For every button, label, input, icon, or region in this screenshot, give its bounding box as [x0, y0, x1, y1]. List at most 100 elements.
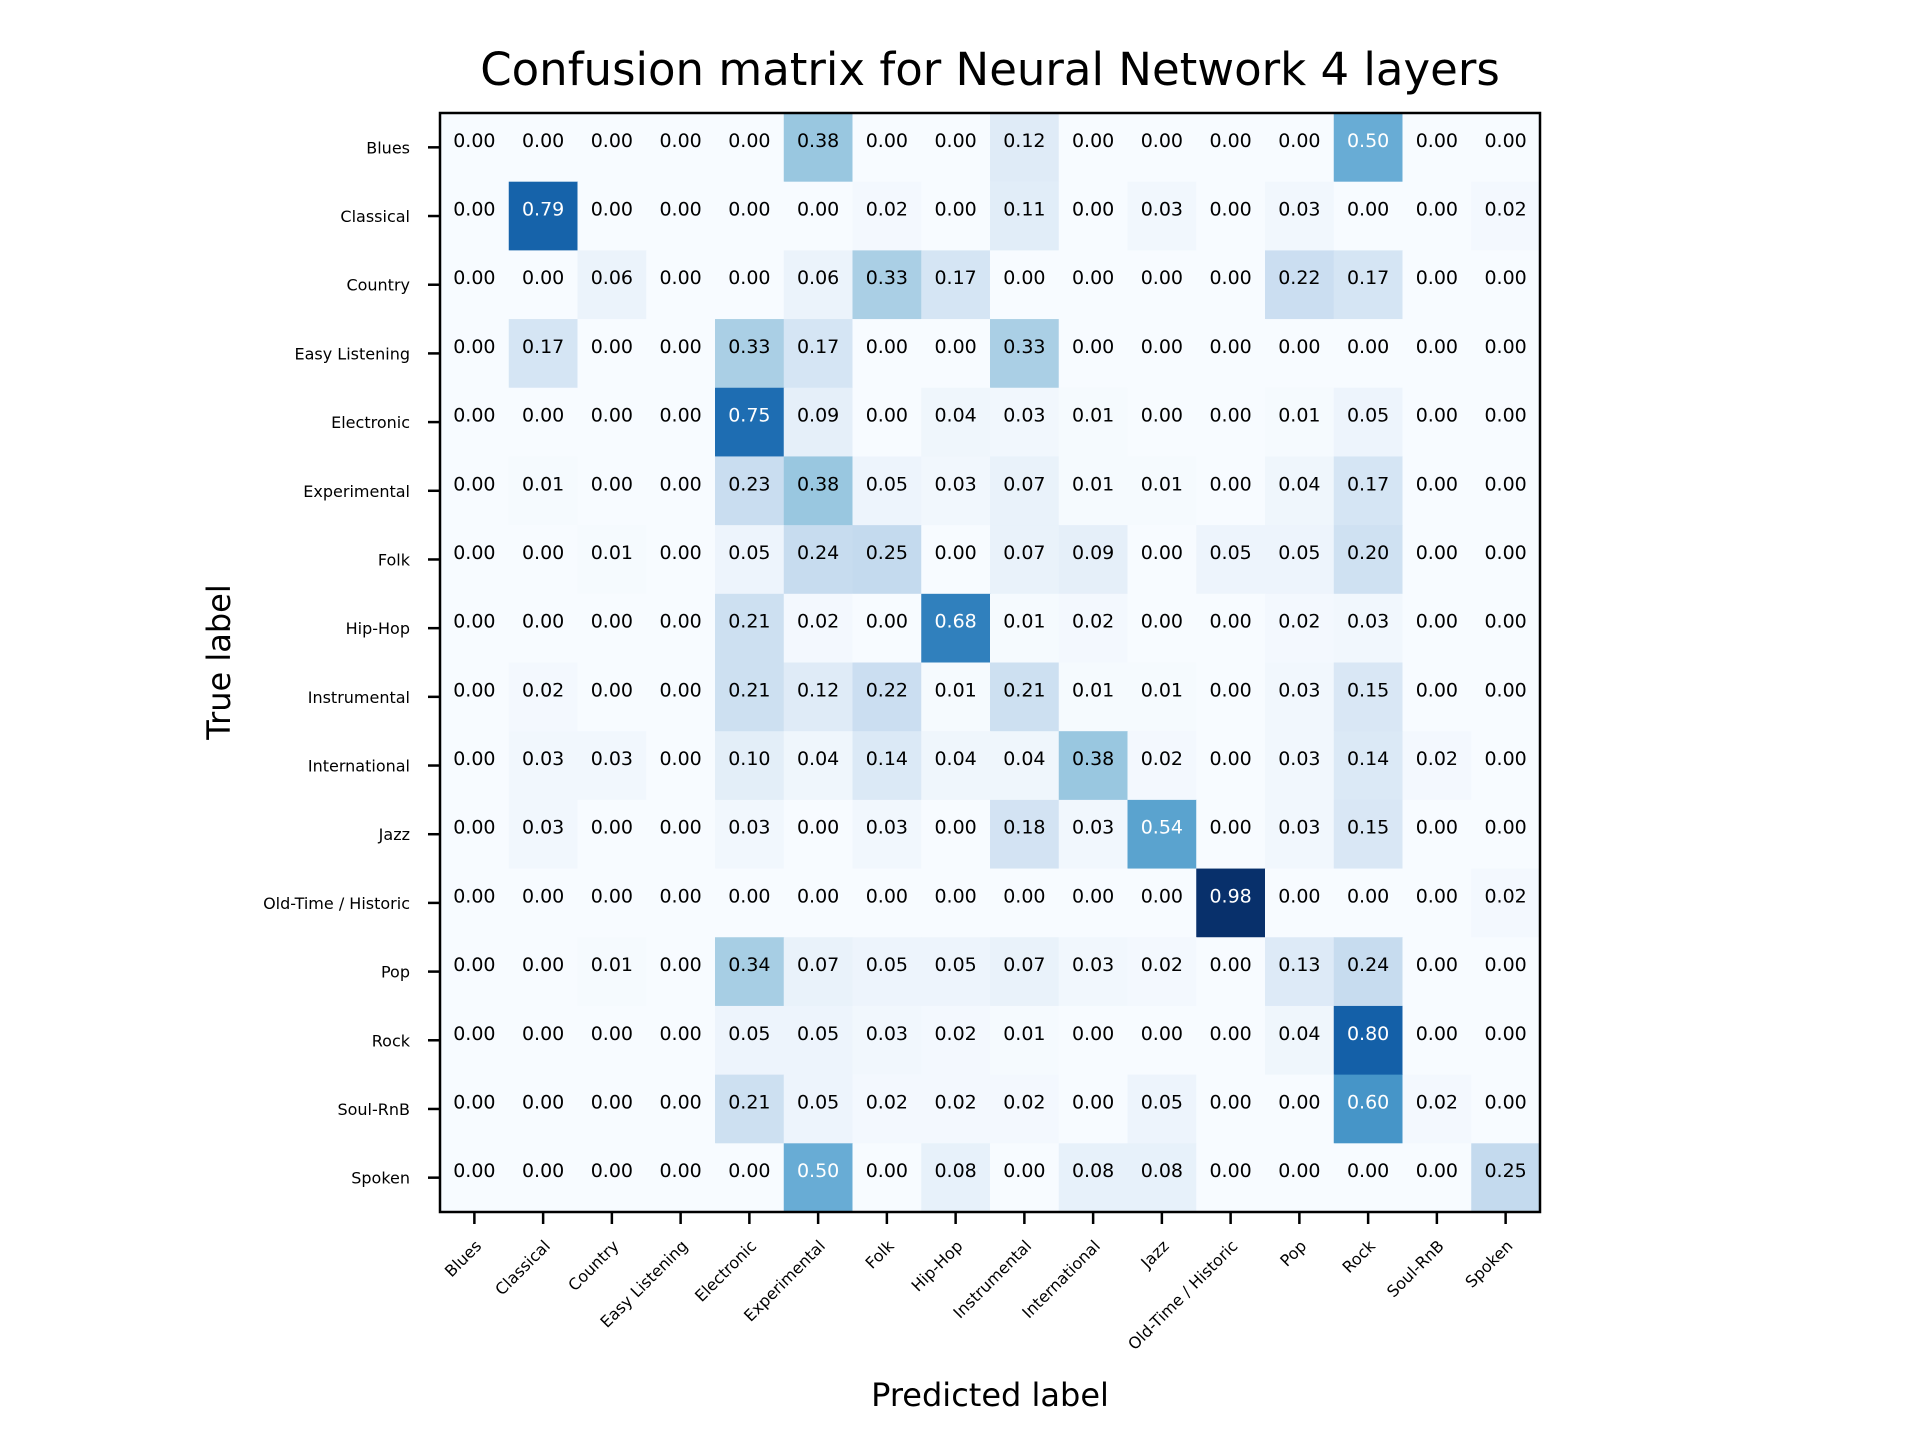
heatmap-cell [508, 731, 579, 801]
heatmap-cell [783, 937, 854, 1007]
cell-value-label: 0.01 [591, 954, 633, 976]
heatmap-cell [577, 1005, 647, 1076]
cell-value-label: 0.00 [453, 748, 495, 770]
heatmap-cell [921, 937, 991, 1007]
cell-value-label: 0.00 [1141, 885, 1183, 907]
heatmap-cell [783, 387, 854, 458]
heatmap-cell [646, 456, 716, 526]
heatmap-cell [1058, 250, 1129, 320]
heatmap-cell [715, 456, 785, 526]
cell-value-label: 0.08 [1141, 1160, 1183, 1182]
cell-value-label: 0.00 [1416, 885, 1458, 907]
cell-value-label: 0.00 [1209, 679, 1251, 701]
cell-value-label: 0.02 [866, 1091, 908, 1113]
y-tick-label: Old-Time / Historic [263, 894, 410, 913]
cell-value-label: 0.00 [797, 199, 839, 221]
heatmap-cell [1127, 937, 1197, 1007]
cell-value-label: 0.14 [1347, 748, 1389, 770]
cell-value-label: 0.00 [659, 679, 701, 701]
cell-value-label: 0.00 [1416, 405, 1458, 427]
heatmap-cell [990, 250, 1060, 320]
y-tick-label: Blues [366, 138, 410, 157]
cell-value-label: 0.00 [934, 542, 976, 564]
cell-value-label: 0.00 [591, 199, 633, 221]
cell-value-label: 0.01 [1003, 611, 1045, 633]
x-tick-label: Spoken [1461, 1236, 1516, 1291]
heatmap-cell [1265, 662, 1335, 732]
cell-value-label: 0.00 [1209, 267, 1251, 289]
cell-value-label: 0.00 [1209, 954, 1251, 976]
cell-value-label: 0.02 [1484, 885, 1526, 907]
heatmap-cell [1058, 387, 1129, 458]
cell-value-label: 0.00 [453, 1160, 495, 1182]
heatmap-cell [783, 181, 854, 251]
heatmap-cell [990, 319, 1060, 389]
heatmap-cell [1265, 593, 1335, 664]
heatmap-cell [783, 456, 854, 526]
cell-value-label: 0.79 [522, 199, 564, 221]
heatmap-cell [921, 731, 991, 801]
cell-value-label: 0.00 [1347, 885, 1389, 907]
heatmap-cell [440, 662, 510, 732]
cell-value-label: 0.00 [591, 130, 633, 152]
cell-value-label: 0.00 [728, 130, 770, 152]
y-axis-label: True label [200, 584, 238, 741]
heatmap-cell [1402, 250, 1472, 320]
y-axis: Blues Classical Country Easy Listening Elect… [263, 138, 440, 1188]
heatmap-cell [1471, 181, 1541, 251]
heatmap-cell [646, 868, 716, 938]
x-tick-label: Soul-RnB [1383, 1236, 1448, 1301]
cell-value-label: 0.00 [866, 405, 908, 427]
heatmap-cell [921, 387, 991, 458]
cell-value-label: 0.33 [1003, 336, 1045, 358]
heatmap-cell [990, 181, 1060, 251]
heatmap-cell [921, 1074, 991, 1144]
heatmap-cell [1127, 662, 1197, 732]
heatmap-cell [1127, 387, 1197, 458]
heatmap-cell [1265, 1143, 1335, 1213]
heatmap-cell [852, 662, 922, 732]
heatmap-cell [1333, 1143, 1404, 1213]
heatmap-cell [1402, 662, 1472, 732]
cell-value-label: 0.07 [1003, 542, 1045, 564]
heatmap-cell [440, 319, 510, 389]
cell-value-label: 0.00 [591, 817, 633, 839]
cell-value-label: 0.01 [1141, 679, 1183, 701]
heatmap-cell [1471, 799, 1541, 870]
cell-value-label: 0.18 [1003, 817, 1045, 839]
cell-value-label: 0.22 [1278, 267, 1320, 289]
heatmap-cell [852, 1143, 922, 1213]
y-tick-label: Instrumental [308, 688, 410, 707]
heatmap-cell [440, 1005, 510, 1076]
cell-value-label: 0.00 [659, 817, 701, 839]
cell-value-label: 0.03 [1278, 199, 1320, 221]
cell-value-label: 0.38 [1072, 748, 1114, 770]
cell-value-label: 0.02 [934, 1023, 976, 1045]
heatmap-cell [1471, 937, 1541, 1007]
cell-value-label: 0.03 [866, 1023, 908, 1045]
cell-value-label: 0.02 [522, 679, 564, 701]
cell-value-label: 0.17 [797, 336, 839, 358]
heatmap-cell [1471, 456, 1541, 526]
cell-value-label: 0.50 [1347, 130, 1389, 152]
cell-value-label: 0.01 [522, 473, 564, 495]
heatmap-cell [577, 731, 647, 801]
heatmap-cell [921, 593, 991, 664]
heatmap-cell [1058, 868, 1129, 938]
heatmap-cell [1265, 456, 1335, 526]
cell-value-label: 0.06 [591, 267, 633, 289]
heatmap-cell [783, 593, 854, 664]
heatmap-cell [577, 250, 647, 320]
cell-value-label: 0.00 [934, 817, 976, 839]
cell-value-label: 0.17 [522, 336, 564, 358]
heatmap-cell [577, 525, 647, 595]
heatmap-cell [508, 181, 579, 251]
cell-value-label: 0.08 [934, 1160, 976, 1182]
cell-value-label: 0.11 [1003, 199, 1045, 221]
cell-value-label: 0.00 [522, 405, 564, 427]
cell-value-label: 0.17 [934, 267, 976, 289]
cell-value-label: 0.00 [591, 1091, 633, 1113]
heatmap-cell [921, 799, 991, 870]
heatmap-cell [1333, 456, 1404, 526]
heatmap-cell [1471, 1143, 1541, 1213]
